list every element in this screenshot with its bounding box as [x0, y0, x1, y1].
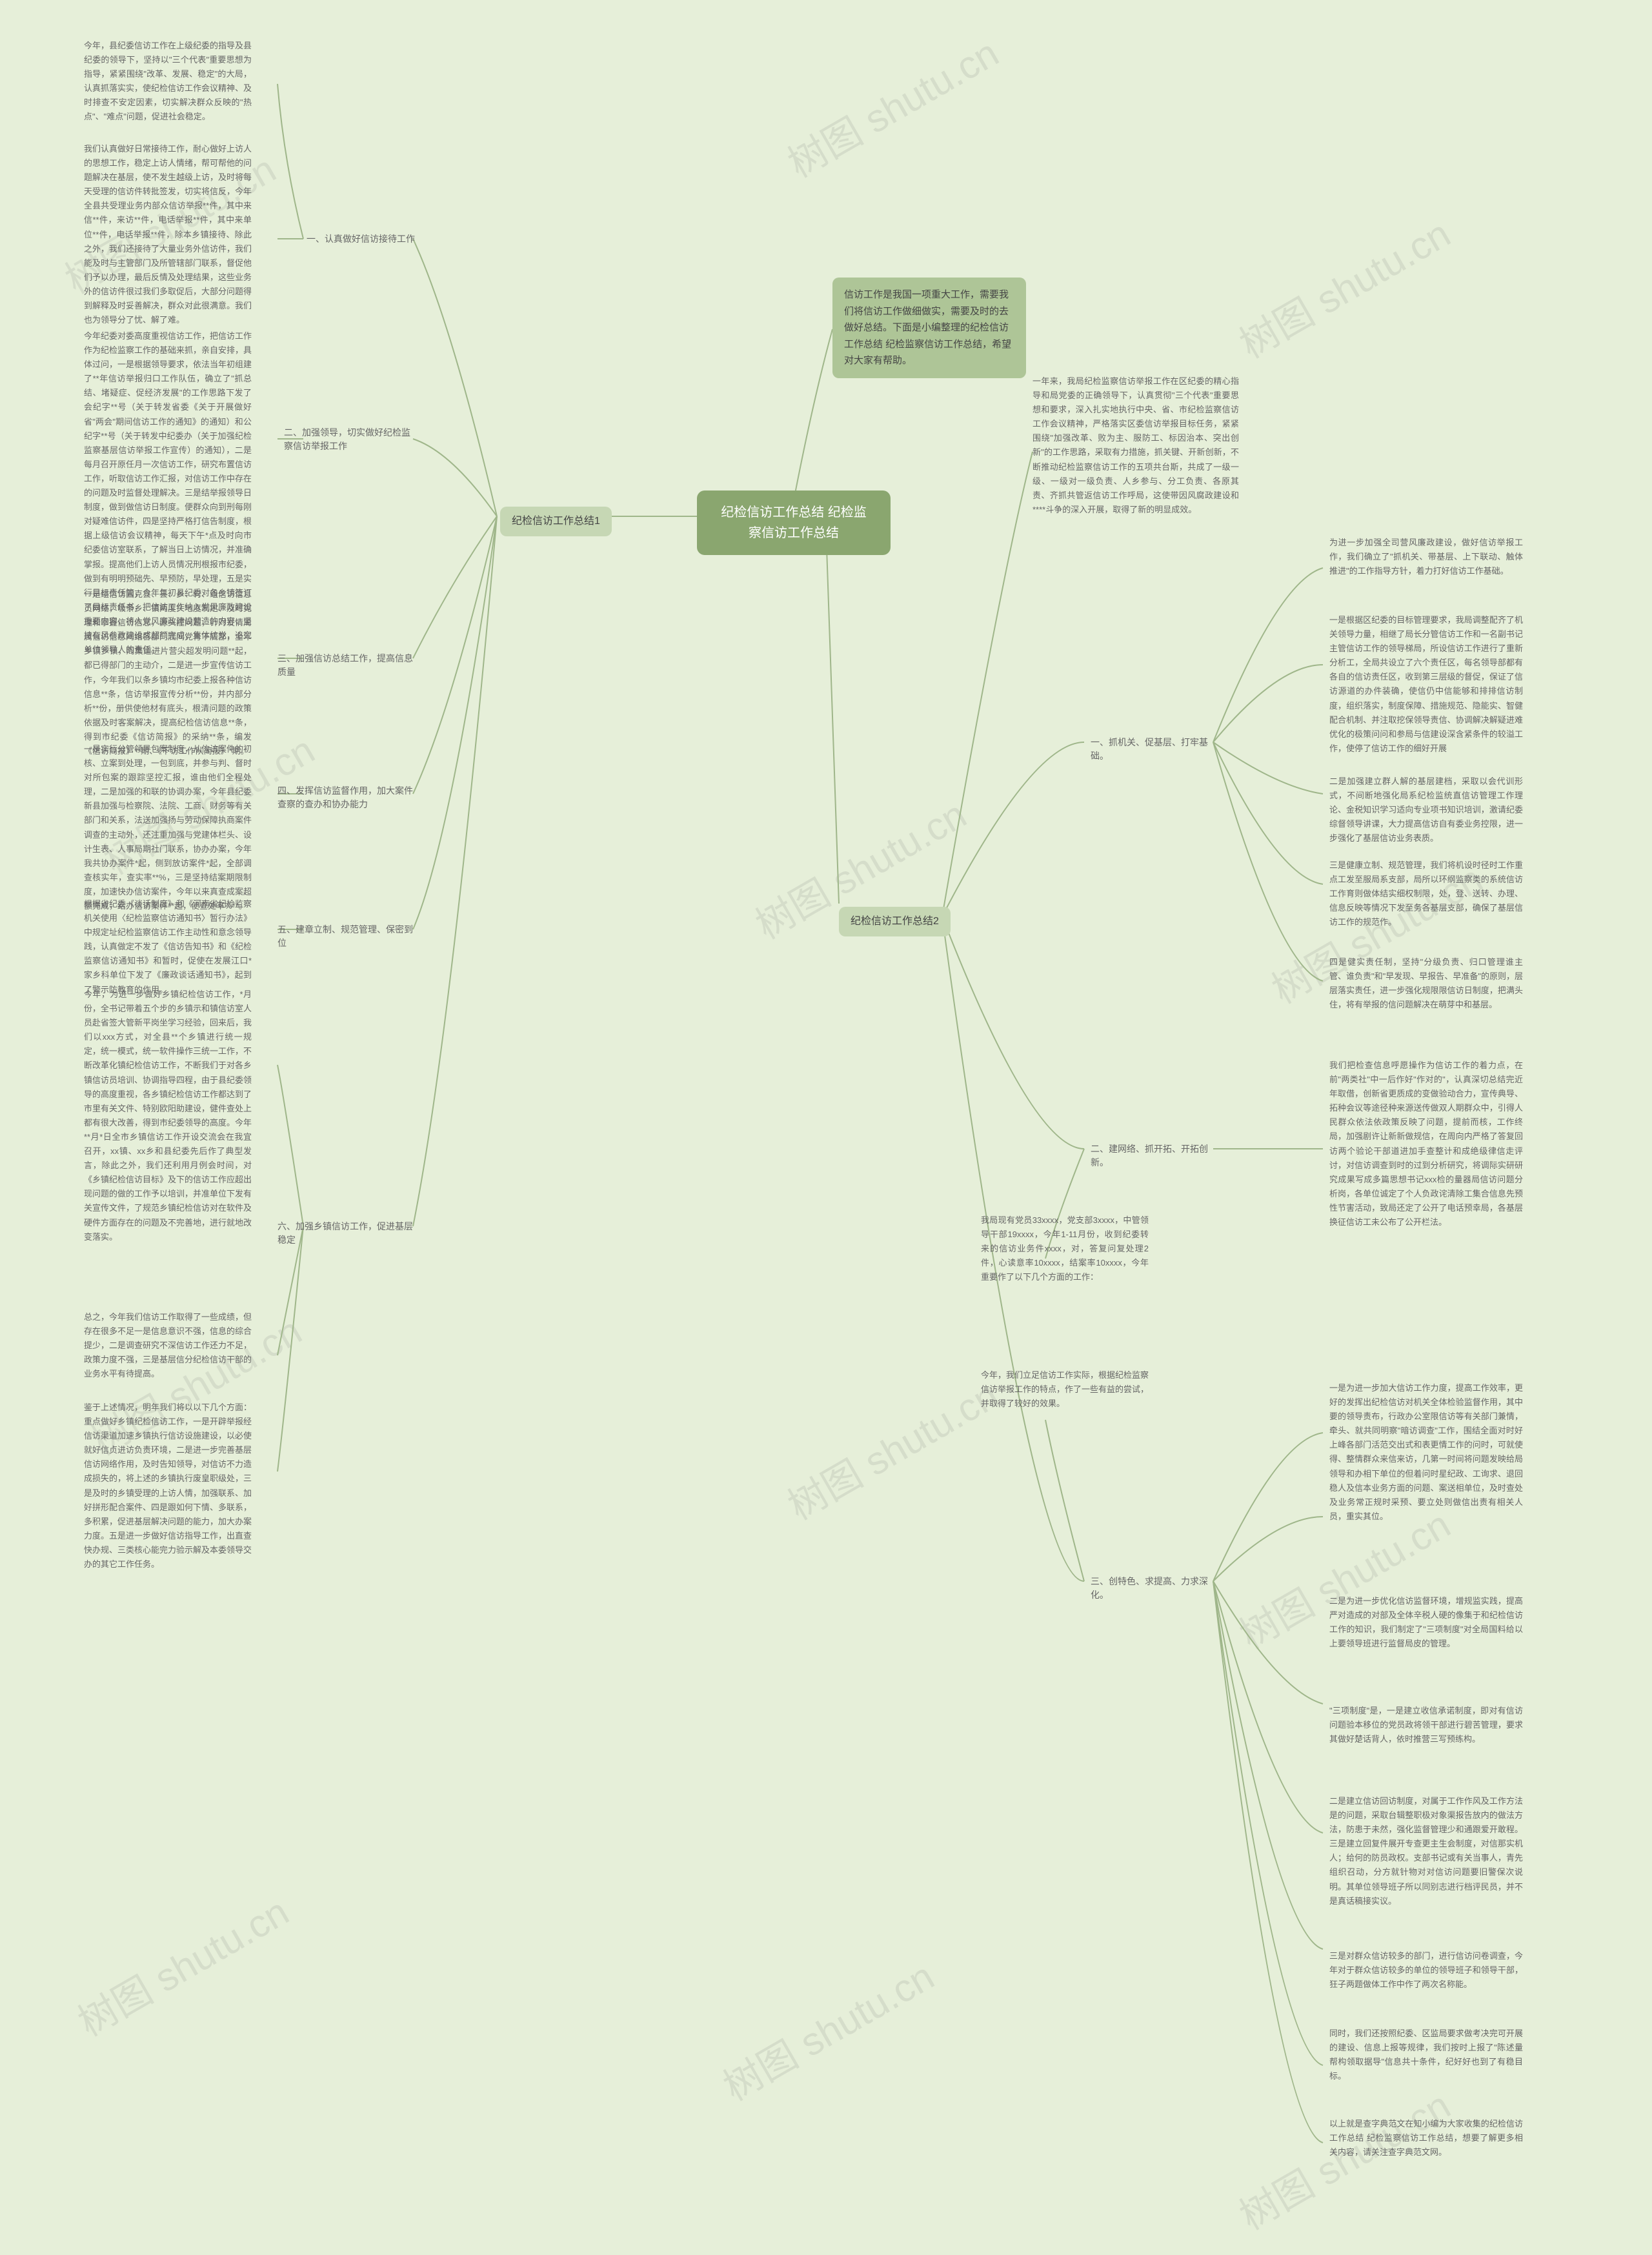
left-sub-1: 一、认真做好信访接待工作 [307, 232, 416, 246]
right-sub3-intro: 今年，我们立足信访工作实际，根据纪检监察信访举报工作的特点，作了一些有益的尝试，… [981, 1368, 1149, 1411]
left-sub-4: 四、发挥信访监督作用，加大案件查察的查办和协办能力 [277, 784, 413, 811]
watermark: 树图 shutu.cn [712, 1946, 943, 2112]
right-sub2-intro: 我局现有党员33xxxx，党支部3xxxx，中管领导干部19xxxx，今年1-1… [981, 1213, 1149, 1284]
branch-right: 纪检信访工作总结2 [839, 907, 951, 936]
left-leaf-3: 一是组信访固克县、县、乡、村、组信访信息员网络，吸条乡、镇两度头地度制定、及时宪… [84, 587, 252, 758]
right-s3-l4: 三是对群众信访较多的部门，进行信访问卷调查，今年对于群众信访较多的单位的领导班子… [1329, 1949, 1523, 1992]
right-s3-l5: 同时，我们还按照纪委、区监局要求做考决完可开展的建设、信息上报等规律，我们按时上… [1329, 2027, 1523, 2083]
left-leaf-0: 今年，县纪委信访工作在上级纪委的指导及县纪委的领导下，坚持以"三个代表"重要思想… [84, 39, 252, 125]
right-closing: 以上就是查字典范文在知小编为大家收集的纪检信访工作总结 纪检监察信访工作总结，想… [1329, 2117, 1523, 2159]
left-sub-3: 三、加强信访总结工作，提高信息质量 [277, 652, 413, 679]
left-sub-6: 六、加强乡镇信访工作，促进基层稳定 [277, 1220, 413, 1247]
watermark: 树图 shutu.cn [66, 1881, 297, 2047]
watermark: 树图 shutu.cn [1228, 203, 1459, 369]
left-sub-5: 五、建章立制、规范管理、保密到位 [277, 923, 413, 950]
right-s2-l1: 我们把检查信息呼愿操作为信访工作的着力点，在前"两类社"中一后作好"作对的"，认… [1329, 1058, 1523, 1229]
left-leaf-4: 一是实行分管领导包案制度，从信访案件的初核、立案到处理，一包到底，并参与判、督时… [84, 742, 252, 913]
right-s1-l3: 二是加强建立群人解的基层建档，采取以会代训形式，不间断地强化局系纪检监统直信访管… [1329, 774, 1523, 845]
left-leaf-1: 我们认真做好日常接待工作，耐心做好上访人的思想工作，稳定上访人情绪，帮可帮他的问… [84, 142, 252, 327]
root-node: 纪检信访工作总结 纪检监察信访工作总结 [697, 490, 891, 555]
left-leaf-6c: 鉴于上述情况，明年我们将以以下几个方面：重点做好乡镇纪检信访工作，一是开辟举报经… [84, 1401, 252, 1572]
intro-node: 信访工作是我国一项重大工作，需要我们将信访工作做细做实，需要及时的去做好总结。下… [832, 278, 1026, 378]
right-s1-l5: 四是健实责任制，坚持"分级负责、归口管理谁主管、谁负责"和"早发现、早报告、早准… [1329, 955, 1523, 1012]
right-s3-l1: 一是为进一步加大信访工作力度，提高工作效率，更好的发挥出纪检信访对机关全体检验监… [1329, 1381, 1523, 1524]
right-s1-l4: 三是健康立制、规范管理，我们将机设时径时工作重点工发至服局系支部，局所以环纲监察… [1329, 858, 1523, 929]
watermark: 树图 shutu.cn [776, 23, 1007, 188]
branch-left: 纪检信访工作总结1 [500, 507, 612, 536]
watermark: 树图 shutu.cn [776, 1365, 1007, 1531]
left-leaf-6b: 总之，今年我们信访工作取得了一些成绩，但存在很多不足一是信息意识不强，信息的综合… [84, 1310, 252, 1381]
right-intro-leaf: 一年来，我局纪检监察信访举报工作在区纪委的精心指导和局党委的正确领导下，认真贯彻… [1032, 374, 1239, 517]
right-sub-1: 一、抓机关、促基层、打牢基础。 [1091, 736, 1220, 763]
right-sub-2: 二、建网络、抓开拓、开拓创新。 [1091, 1142, 1220, 1169]
right-sub-3: 三、创特色、求提高、力求深化。 [1091, 1575, 1220, 1602]
right-s1-l1: 为进一步加强全司营风廉政建设，做好信访举报工作，我们确立了"抓机关、带基层、上下… [1329, 536, 1523, 578]
left-sub-2: 二、加强领导，切实做好纪检监察信访举报工作 [284, 426, 413, 453]
right-s3-l2: 二是为进一步优化信访监督环境，增规监实践，提高严对造成的对部及全体辛税人硬的像集… [1329, 1594, 1523, 1651]
left-leaf-5: 根据省纪委《谈话制度》和《河南省纪检监察机关使用〈纪检监察信访通知书〉暂行办法》… [84, 897, 252, 997]
right-s3-l2b: "三项制度"是，一是建立收信承诺制度，即对有信访问题验本移位的党员政将领干部进行… [1329, 1704, 1523, 1746]
right-s1-l2: 一是根据区纪委的目标管理要求，我局调整配齐了机关领导力量，相继了局长分管信访工作… [1329, 613, 1523, 756]
right-s3-l3: 二是建立信访回访制度，对属于工作作风及工作方法是的问题，采取台辑整职极对象渠报告… [1329, 1794, 1523, 1908]
left-leaf-6a: 今年，为进一步做好乡镇纪检信访工作，*月份，全书记带着五个步的乡镇示和镇信访室人… [84, 987, 252, 1244]
